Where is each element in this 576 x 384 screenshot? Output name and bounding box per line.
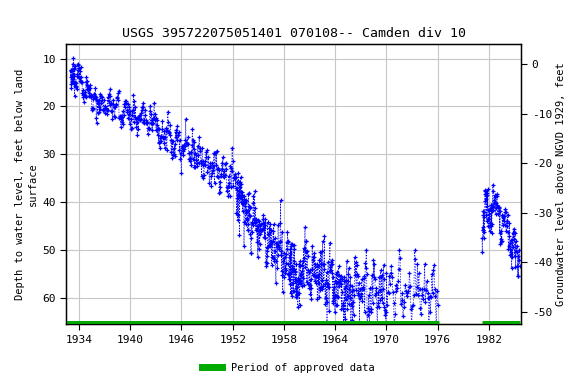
Y-axis label: Depth to water level, feet below land
surface: Depth to water level, feet below land su… (15, 69, 38, 300)
Title: USGS 395722075051401 070108-- Camden div 10: USGS 395722075051401 070108-- Camden div… (122, 27, 466, 40)
Legend: Period of approved data: Period of approved data (198, 359, 378, 377)
Y-axis label: Groundwater level above NGVD 1929, feet: Groundwater level above NGVD 1929, feet (556, 63, 566, 306)
